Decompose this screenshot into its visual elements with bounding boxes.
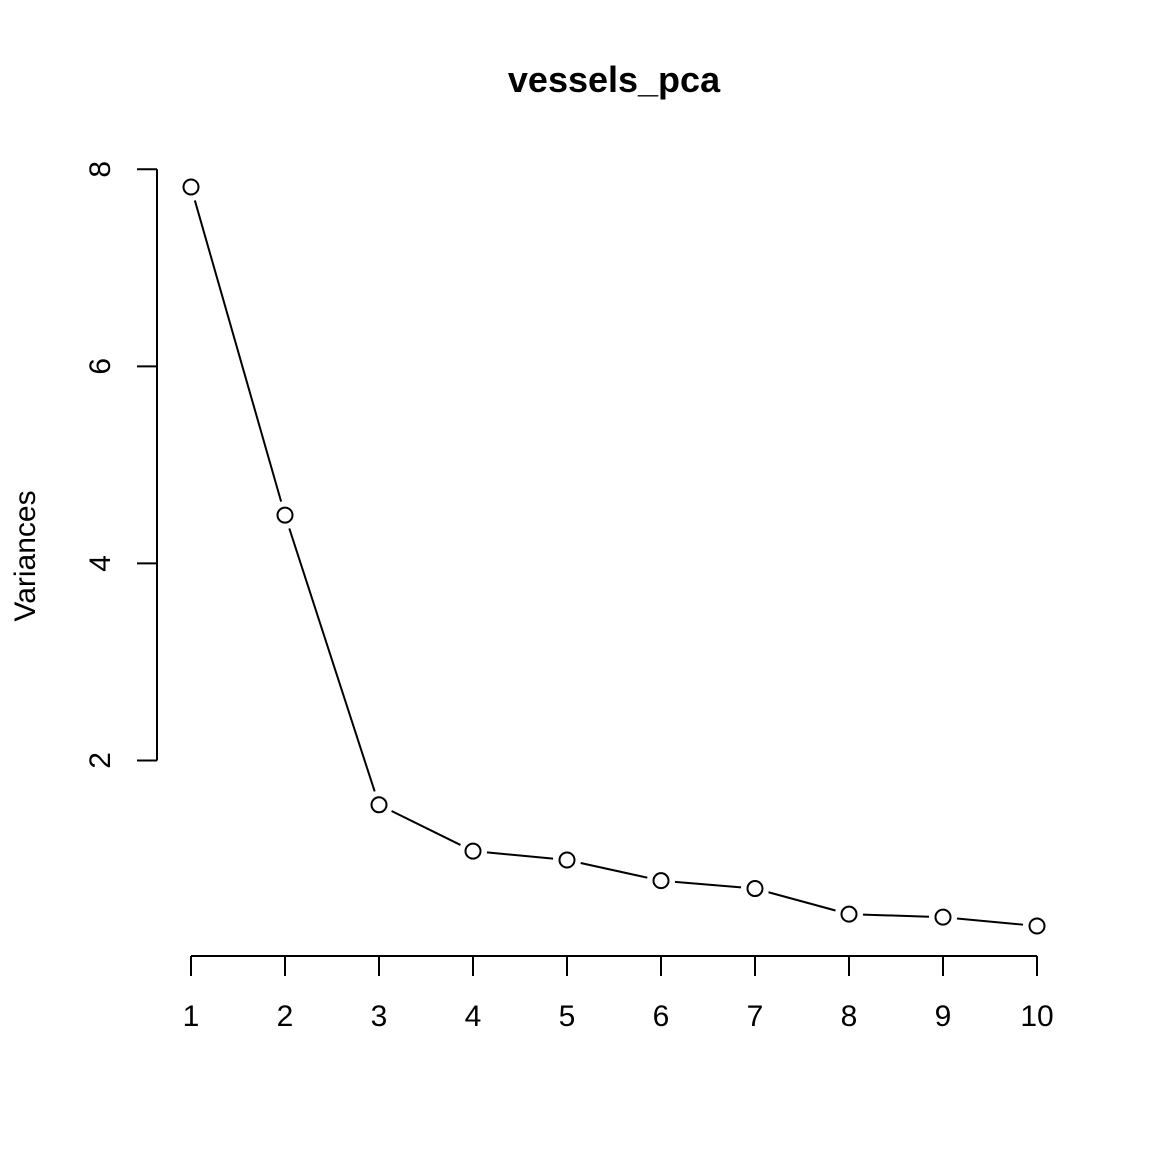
data-point — [464, 842, 482, 860]
x-tick-label: 8 — [841, 1000, 858, 1033]
data-point — [182, 178, 200, 196]
y-tick-label: 2 — [84, 752, 117, 769]
x-tick-label: 1 — [183, 1000, 200, 1033]
series-segment — [486, 851, 554, 860]
x-axis: 1 2 3 4 5 6 7 8 9 10 — [183, 955, 1054, 1033]
chart-title: vessels_pca — [508, 59, 721, 100]
data-point — [1028, 917, 1046, 935]
series-segment — [768, 891, 836, 912]
x-tick-label: 7 — [747, 1000, 764, 1033]
series-segment — [862, 913, 930, 918]
x-tick-label: 2 — [277, 1000, 294, 1033]
y-axis-label: Variances — [9, 490, 42, 621]
y-tick-label: 8 — [84, 161, 117, 178]
data-point — [652, 872, 670, 890]
data-series — [182, 178, 1046, 935]
x-tick-label: 10 — [1020, 1000, 1053, 1033]
x-tick-label: 5 — [559, 1000, 576, 1033]
data-point — [558, 851, 576, 869]
data-point — [370, 796, 388, 814]
data-point — [746, 880, 764, 898]
x-tick-label: 9 — [935, 1000, 952, 1033]
series-segment — [193, 200, 283, 502]
series-segment — [391, 810, 461, 846]
series-segment — [580, 862, 648, 879]
data-point — [934, 908, 952, 926]
data-point — [840, 905, 858, 923]
x-tick-label: 3 — [371, 1000, 388, 1033]
y-axis: 2 4 6 8 — [84, 161, 158, 769]
x-tick-label: 6 — [653, 1000, 670, 1033]
series-segment — [288, 528, 376, 792]
y-tick-label: 6 — [84, 358, 117, 375]
x-tick-label: 4 — [465, 1000, 482, 1033]
data-point — [276, 506, 294, 524]
y-tick-label: 4 — [84, 555, 117, 572]
series-segment — [674, 880, 742, 889]
series-segment — [956, 917, 1024, 926]
